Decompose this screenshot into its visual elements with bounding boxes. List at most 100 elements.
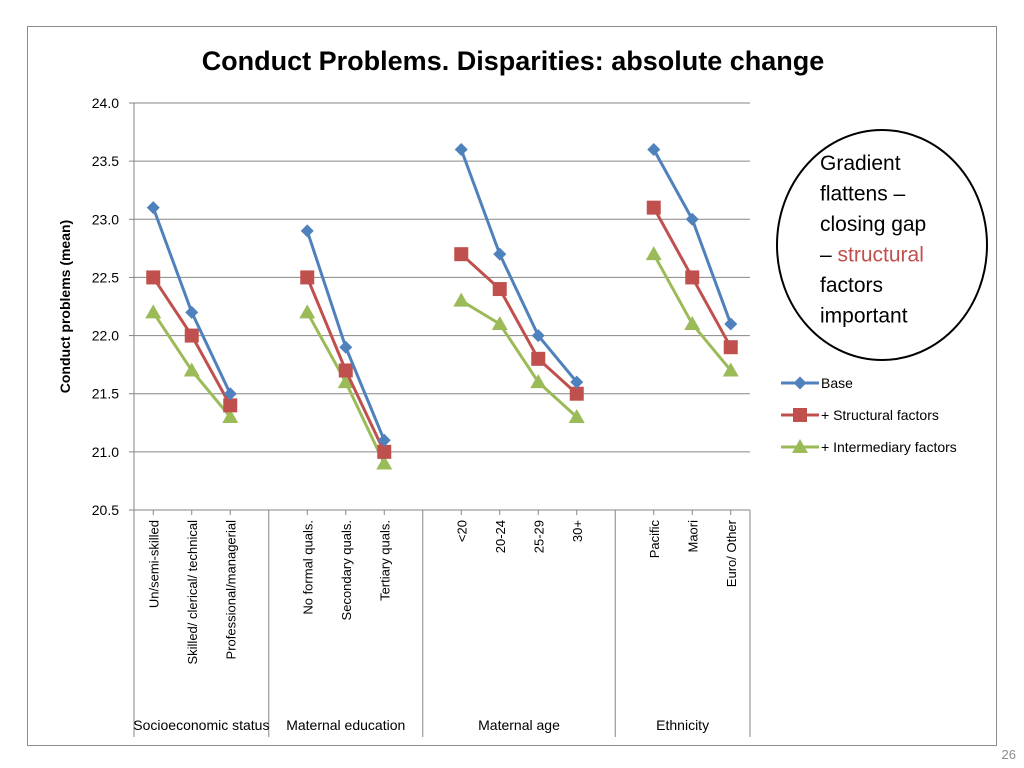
callout-line: factors — [820, 274, 883, 297]
data-point-triangle — [684, 315, 701, 330]
x-category-label: Un/semi-skilled — [146, 520, 161, 608]
callout-line: Gradient — [820, 152, 901, 175]
x-category-label: Maori — [685, 520, 700, 553]
callout-segment: flattens – — [820, 183, 906, 206]
callout-segment: Gradient — [820, 152, 901, 175]
legend-item: + Structural factors — [781, 407, 939, 423]
callout-line: flattens – — [820, 183, 906, 206]
data-point-diamond — [454, 143, 468, 157]
data-point-square — [793, 408, 807, 422]
data-point-triangle — [376, 455, 393, 470]
data-point-triangle — [568, 408, 585, 423]
x-category-label: Pacific — [647, 520, 662, 559]
series-line — [652, 148, 733, 325]
data-point-square — [146, 270, 161, 285]
chart-title: Conduct Problems. Disparities: absolute … — [202, 46, 825, 76]
data-point-triangle — [145, 304, 162, 319]
x-group-label: Ethnicity — [656, 717, 709, 733]
callout-segment: – — [820, 244, 838, 267]
y-axis-label: Conduct problems (mean) — [57, 220, 73, 393]
x-category-label: 20-24 — [493, 520, 508, 553]
data-point-triangle — [722, 362, 739, 377]
y-tick-label: 24.0 — [92, 95, 119, 111]
data-point-triangle — [299, 304, 316, 319]
x-category-label: Professional/managerial — [223, 520, 238, 660]
series-line — [460, 253, 578, 395]
data-point-square — [646, 200, 661, 215]
data-point-diamond — [685, 212, 699, 226]
series-line — [459, 148, 578, 384]
callout-segment: important — [820, 305, 908, 328]
y-tick-label: 23.5 — [92, 153, 119, 169]
data-point-diamond — [185, 305, 199, 319]
data-point-diamond — [531, 329, 545, 343]
data-point-diamond — [377, 433, 391, 447]
x-category-label: Tertiary quals. — [377, 520, 392, 601]
page-number: 26 — [1001, 747, 1016, 762]
data-point-diamond — [300, 224, 314, 238]
callout-segment: closing gap — [820, 213, 926, 236]
y-tick-label: 21.5 — [92, 386, 119, 402]
data-point-triangle — [530, 374, 547, 389]
series-intermediary-factors — [145, 246, 739, 470]
data-point-diamond — [570, 375, 584, 389]
data-point-square — [531, 351, 546, 366]
legend: Base + Structural factors + Intermediary f… — [781, 375, 957, 455]
data-point-diamond — [146, 201, 160, 215]
data-point-square — [184, 328, 199, 343]
callout: Gradient flattens – closing gap – structura… — [776, 129, 988, 361]
series-structural-factors — [146, 200, 738, 459]
data-point-square — [723, 340, 738, 355]
data-point-square — [377, 444, 392, 459]
x-category-label: 25-29 — [531, 520, 546, 553]
legend-label: + Structural factors — [821, 407, 939, 423]
data-point-diamond — [493, 247, 507, 261]
x-category-label: <20 — [454, 520, 469, 542]
x-category-label: Euro/ Other — [724, 519, 739, 587]
data-point-triangle — [453, 292, 470, 307]
legend-item: + Intermediary factors — [781, 439, 957, 455]
callout-line: – structural — [820, 244, 924, 267]
data-point-square — [300, 270, 315, 285]
data-point-triangle — [491, 315, 508, 330]
callout-highlight: structural — [838, 244, 924, 267]
slide-frame — [27, 26, 997, 746]
data-point-triangle — [183, 362, 200, 377]
y-tick-label: 22.0 — [92, 328, 119, 344]
legend-label: + Intermediary factors — [821, 439, 957, 455]
y-tick-label: 21.0 — [92, 444, 119, 460]
series-line — [460, 299, 578, 419]
y-tick-label: 22.5 — [92, 269, 119, 285]
data-point-square — [569, 386, 584, 401]
y-tick-label: 20.5 — [92, 502, 119, 518]
data-point-square — [454, 247, 469, 262]
callout-text: Gradient flattens – closing gap – structura… — [820, 152, 926, 328]
data-point-square — [338, 363, 353, 378]
data-point-diamond — [647, 143, 661, 157]
data-point-diamond — [339, 340, 353, 354]
data-point-square — [492, 282, 507, 297]
callout-ellipse — [776, 129, 988, 361]
data-point-square — [223, 398, 238, 413]
data-point-diamond — [724, 317, 738, 331]
x-category-label: No formal quals. — [300, 520, 315, 615]
x-category-label: Skilled/ clerical/ technical — [185, 520, 200, 665]
y-tick-label: 23.0 — [92, 211, 119, 227]
x-group-label: Socioeconomic status — [133, 717, 269, 733]
data-point-diamond — [223, 387, 237, 401]
x-category-label: Secondary quals. — [339, 520, 354, 620]
data-point-triangle — [337, 374, 354, 389]
callout-segment: factors — [820, 274, 883, 297]
legend-label: Base — [821, 375, 853, 391]
callout-line: closing gap — [820, 213, 926, 236]
data-point-diamond — [793, 376, 807, 390]
callout-line: important — [820, 305, 908, 328]
plot-area: 20.5 21.0 21.5 22.0 22.5 23.0 23.5 24.0 Conduct … — [57, 95, 751, 737]
data-point-triangle — [645, 246, 662, 261]
x-group-label: Maternal education — [286, 717, 405, 733]
data-point-triangle — [792, 439, 808, 453]
series-base — [146, 143, 738, 447]
data-point-triangle — [222, 408, 239, 423]
x-category-label: 30+ — [570, 520, 585, 542]
